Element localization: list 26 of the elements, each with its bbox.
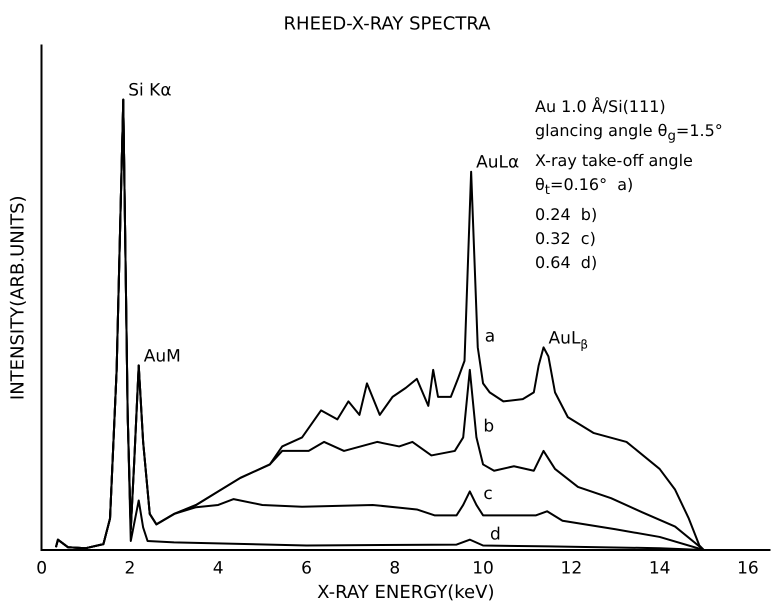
- chart-title: RHEED-X-RAY SPECTRA: [284, 13, 492, 34]
- x-tick-label: 16: [737, 558, 759, 579]
- annotation: 0.32 c): [535, 228, 597, 250]
- annotation: Au 1.0 Å/Si(111): [535, 96, 667, 118]
- x-tick-label: 6: [301, 558, 312, 579]
- x-tick-label: 10: [472, 558, 494, 579]
- x-tick-label: 2: [124, 558, 136, 579]
- x-tick-label: 4: [212, 558, 224, 579]
- annotation: θ$_{t}$=0.16° a): [535, 174, 634, 200]
- series-label: b: [483, 416, 494, 436]
- x-tick-label: 0: [36, 558, 48, 579]
- x-axis-title: X-RAY ENERGY(keV): [317, 582, 494, 603]
- annotation: Si Kα: [128, 80, 172, 101]
- x-tick-label: 12: [560, 558, 582, 579]
- x-tick-label: 8: [389, 558, 400, 579]
- series-label: a: [484, 326, 496, 346]
- x-tick-label: 14: [648, 558, 670, 579]
- series-label: d: [490, 524, 501, 544]
- annotation: glancing angle θ$_{g}$=1.5°: [535, 120, 723, 146]
- annotation: 0.64 d): [535, 252, 598, 274]
- annotation: 0.24 b): [535, 204, 598, 226]
- annotation: AuLα: [476, 152, 520, 173]
- y-axis-title: INTENSITY(ARB.UNITS): [7, 195, 28, 400]
- series-label: c: [483, 484, 493, 504]
- annotation: AuM: [144, 346, 181, 366]
- annotation: X-ray take-off angle: [535, 150, 694, 172]
